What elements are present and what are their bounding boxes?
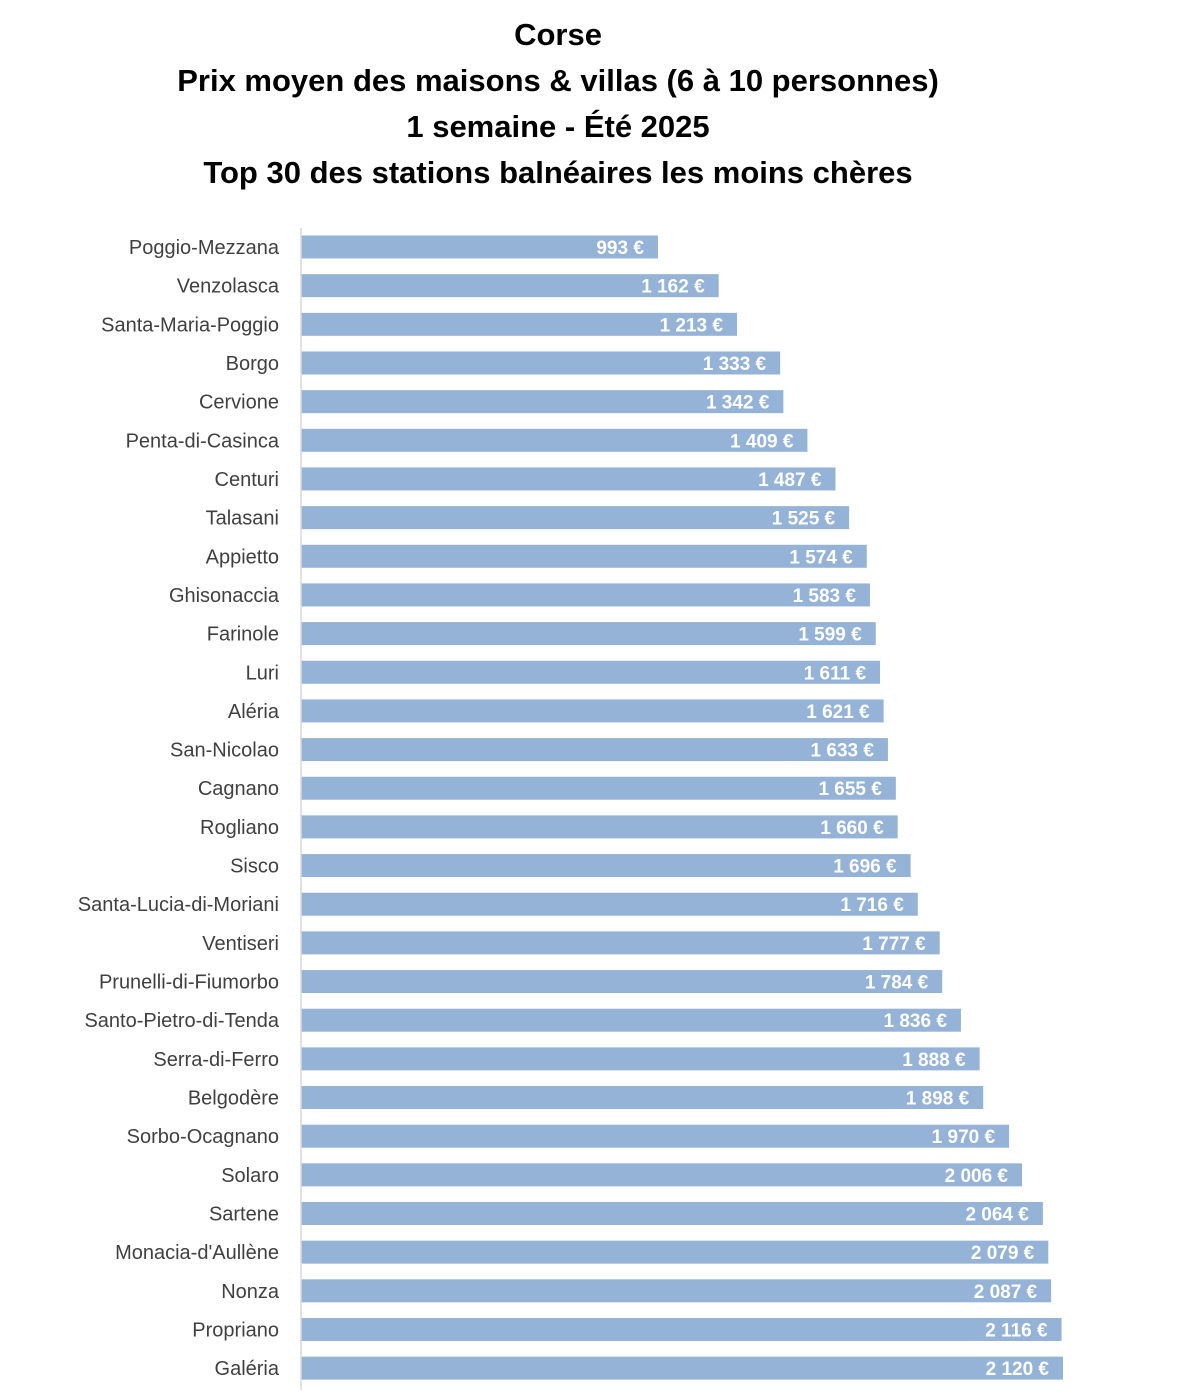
value-label-28: 2 116 € bbox=[985, 1320, 1048, 1341]
bar-2 bbox=[301, 312, 737, 336]
value-label-25: 2 064 € bbox=[965, 1205, 1029, 1226]
value-label-23: 1 970 € bbox=[932, 1127, 996, 1148]
category-label-25: Sartene bbox=[209, 1204, 279, 1226]
bar-5 bbox=[301, 428, 808, 452]
category-label-15: Rogliano bbox=[200, 817, 279, 839]
category-label-0: Poggio-Mezzana bbox=[129, 237, 280, 259]
bar-27 bbox=[301, 1279, 1052, 1303]
bar-21 bbox=[301, 1047, 980, 1071]
category-label-3: Borgo bbox=[226, 353, 279, 375]
value-label-1: 1 162 € bbox=[641, 277, 705, 298]
bar-17 bbox=[301, 892, 918, 916]
bar-3 bbox=[301, 351, 781, 375]
bar-9 bbox=[301, 583, 870, 607]
category-label-24: Solaro bbox=[221, 1165, 279, 1187]
bar-18 bbox=[301, 931, 940, 955]
bar-14 bbox=[301, 776, 896, 800]
value-label-5: 1 409 € bbox=[730, 431, 794, 452]
value-label-19: 1 784 € bbox=[865, 973, 929, 994]
category-label-26: Monacia-d'Aullène bbox=[115, 1242, 279, 1264]
category-label-10: Farinole bbox=[207, 624, 279, 646]
bar-15 bbox=[301, 815, 898, 839]
category-label-29: Galéria bbox=[215, 1358, 280, 1380]
value-label-13: 1 633 € bbox=[811, 741, 875, 762]
value-label-10: 1 599 € bbox=[798, 625, 862, 646]
value-label-16: 1 696 € bbox=[833, 857, 897, 878]
bar-29 bbox=[301, 1356, 1063, 1380]
category-label-27: Nonza bbox=[221, 1281, 280, 1303]
value-label-11: 1 611 € bbox=[804, 663, 867, 684]
category-label-21: Serra-di-Ferro bbox=[153, 1049, 279, 1071]
bar-16 bbox=[301, 854, 911, 878]
value-label-26: 2 079 € bbox=[971, 1243, 1035, 1264]
category-label-13: San-Nicolao bbox=[170, 740, 279, 762]
value-label-3: 1 333 € bbox=[703, 354, 767, 375]
value-label-29: 2 120 € bbox=[986, 1359, 1050, 1380]
value-label-8: 1 574 € bbox=[789, 547, 853, 568]
category-label-5: Penta-di-Casinca bbox=[126, 430, 280, 452]
category-label-2: Santa-Maria-Poggio bbox=[101, 314, 279, 336]
value-label-7: 1 525 € bbox=[772, 509, 836, 530]
category-label-12: Aléria bbox=[228, 701, 280, 723]
value-label-12: 1 621 € bbox=[806, 702, 870, 723]
bar-1 bbox=[301, 274, 719, 298]
title-line-4: Top 30 des stations balnéaires les moins… bbox=[203, 155, 913, 190]
chart-title: Corse Prix moyen des maisons & villas (6… bbox=[0, 12, 1116, 196]
value-label-24: 2 006 € bbox=[945, 1166, 1009, 1187]
category-label-23: Sorbo-Ocagnano bbox=[127, 1126, 279, 1148]
bar-20 bbox=[301, 1008, 961, 1032]
bar-0 bbox=[301, 235, 658, 259]
bar-24 bbox=[301, 1163, 1023, 1187]
bar-4 bbox=[301, 390, 784, 414]
category-label-6: Centuri bbox=[215, 469, 279, 491]
bar-11 bbox=[301, 660, 881, 684]
bar-19 bbox=[301, 970, 943, 994]
bar-8 bbox=[301, 544, 867, 568]
category-label-17: Santa-Lucia-di-Moriani bbox=[78, 894, 279, 916]
value-label-15: 1 660 € bbox=[820, 818, 884, 839]
bar-12 bbox=[301, 699, 884, 723]
value-label-0: 993 € bbox=[596, 238, 644, 259]
bar-23 bbox=[301, 1124, 1010, 1148]
title-line-3: 1 semaine - Été 2025 bbox=[406, 109, 710, 144]
value-label-2: 1 213 € bbox=[660, 315, 724, 336]
category-label-28: Propriano bbox=[192, 1319, 279, 1341]
value-label-6: 1 487 € bbox=[758, 470, 822, 491]
category-label-4: Cervione bbox=[199, 392, 279, 414]
category-label-8: Appietto bbox=[206, 546, 279, 568]
category-label-16: Sisco bbox=[230, 856, 279, 878]
title-line-1: Corse bbox=[514, 17, 602, 52]
bar-7 bbox=[301, 506, 850, 530]
value-label-27: 2 087 € bbox=[974, 1282, 1038, 1303]
value-label-14: 1 655 € bbox=[818, 779, 882, 800]
value-label-21: 1 888 € bbox=[902, 1050, 966, 1071]
value-label-18: 1 777 € bbox=[862, 934, 926, 955]
value-label-17: 1 716 € bbox=[840, 895, 904, 916]
category-label-18: Ventiseri bbox=[202, 933, 279, 955]
bar-6 bbox=[301, 467, 836, 491]
bar-13 bbox=[301, 738, 888, 762]
bar-10 bbox=[301, 622, 876, 646]
bar-26 bbox=[301, 1240, 1049, 1264]
category-label-22: Belgodère bbox=[188, 1088, 279, 1110]
category-label-14: Cagnano bbox=[198, 778, 279, 800]
category-label-1: Venzolasca bbox=[177, 276, 280, 298]
category-label-9: Ghisonaccia bbox=[169, 585, 280, 607]
category-label-7: Talasani bbox=[206, 508, 279, 530]
value-label-22: 1 898 € bbox=[906, 1089, 970, 1110]
bars-layer: Poggio-Mezzana 993 € Venzolasca 1 162 € Sant… bbox=[78, 235, 1063, 1380]
bar-25 bbox=[301, 1202, 1043, 1225]
bar-28 bbox=[301, 1317, 1062, 1341]
category-label-20: Santo-Pietro-di-Tenda bbox=[84, 1010, 279, 1032]
value-label-4: 1 342 € bbox=[706, 393, 770, 414]
value-label-9: 1 583 € bbox=[793, 586, 857, 607]
category-label-11: Luri bbox=[246, 662, 279, 684]
title-line-2: Prix moyen des maisons & villas (6 à 10 … bbox=[177, 63, 939, 98]
category-label-19: Prunelli-di-Fiumorbo bbox=[99, 972, 279, 994]
bar-22 bbox=[301, 1086, 984, 1110]
value-label-20: 1 836 € bbox=[884, 1011, 948, 1032]
